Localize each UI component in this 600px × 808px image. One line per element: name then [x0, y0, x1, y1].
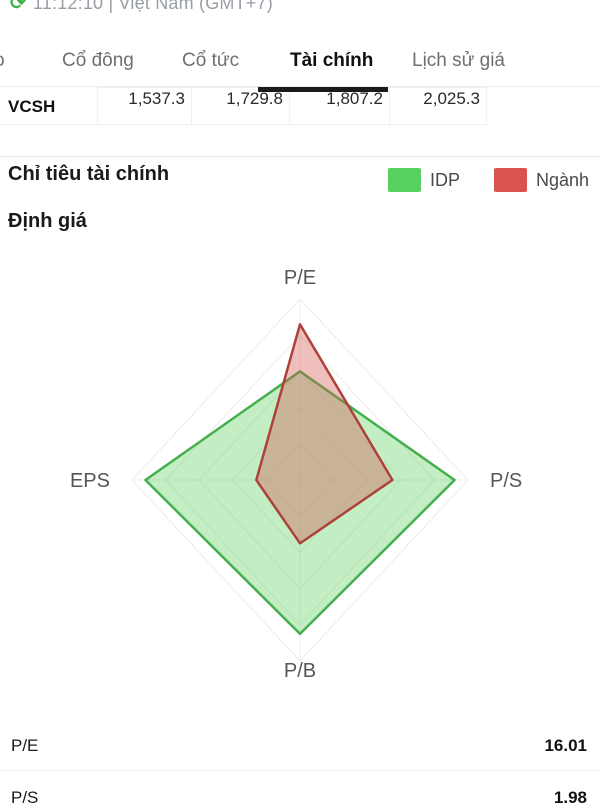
metric-label: P/E: [11, 736, 39, 755]
radar-series-nganh: [255, 323, 394, 545]
metric-label: P/S: [11, 788, 39, 807]
radar-series-idp: [144, 370, 456, 636]
radar-chart: P/E P/S P/B EPS: [0, 250, 600, 710]
active-tab-indicator: [258, 87, 388, 92]
refresh-clock-icon: ⟳: [10, 0, 26, 14]
table-cell: 1,807.2: [289, 87, 390, 125]
legend-item-nganh[interactable]: Ngành: [494, 168, 589, 192]
tab-co-dong[interactable]: Cổ đông: [62, 50, 134, 71]
radar-chart-canvas: P/E P/S P/B EPS: [70, 267, 522, 682]
subsection-title-dinh-gia: Định giá: [8, 210, 87, 232]
chart-legend: IDP Ngành: [388, 168, 589, 192]
metric-value: 16.01: [544, 736, 587, 755]
table-cell: 2,025.3: [389, 87, 487, 125]
radar-axis-label: EPS: [70, 470, 110, 492]
table-cell: 1,537.3: [97, 87, 192, 125]
metric-row-ps: P/S 1.98: [0, 771, 600, 807]
tab-bar: o Cổ đông Cổ tức Tài chính Lịch sử giá: [0, 40, 600, 87]
radar-axis-label: P/B: [284, 660, 316, 682]
section-title: Chỉ tiêu tài chính: [8, 163, 170, 185]
market-time-text: 11:12:10 | Việt Nam (GMT+7): [32, 0, 273, 13]
status-bar: ⟳ 11:12:10 | Việt Nam (GMT+7): [0, 0, 600, 16]
tab-tai-chinh[interactable]: Tài chính: [290, 50, 374, 71]
row-label-vcsh: VCSH: [0, 87, 97, 125]
legend-item-idp[interactable]: IDP: [388, 168, 460, 192]
legend-swatch-idp: [388, 168, 421, 192]
table-cell: 1,729.8: [191, 87, 290, 125]
tab-lich-su-gia[interactable]: Lịch sử giá: [412, 50, 505, 71]
legend-label-nganh: Ngành: [536, 169, 590, 190]
radar-axis-label: P/E: [284, 267, 316, 289]
metric-value: 1.98: [553, 788, 587, 807]
tab-partial-left[interactable]: o: [0, 50, 5, 72]
legend-label-idp: IDP: [430, 169, 461, 190]
section-divider: [0, 156, 600, 157]
table-row-vcsh: VCSH 1,537.3 1,729.8 1,807.2 2,025.3: [0, 87, 600, 126]
metric-row-pe: P/E 16.01: [0, 726, 600, 771]
legend-swatch-nganh: [494, 168, 528, 192]
tab-co-tuc[interactable]: Cổ tức: [182, 50, 240, 71]
radar-axis-label: P/S: [490, 470, 522, 492]
